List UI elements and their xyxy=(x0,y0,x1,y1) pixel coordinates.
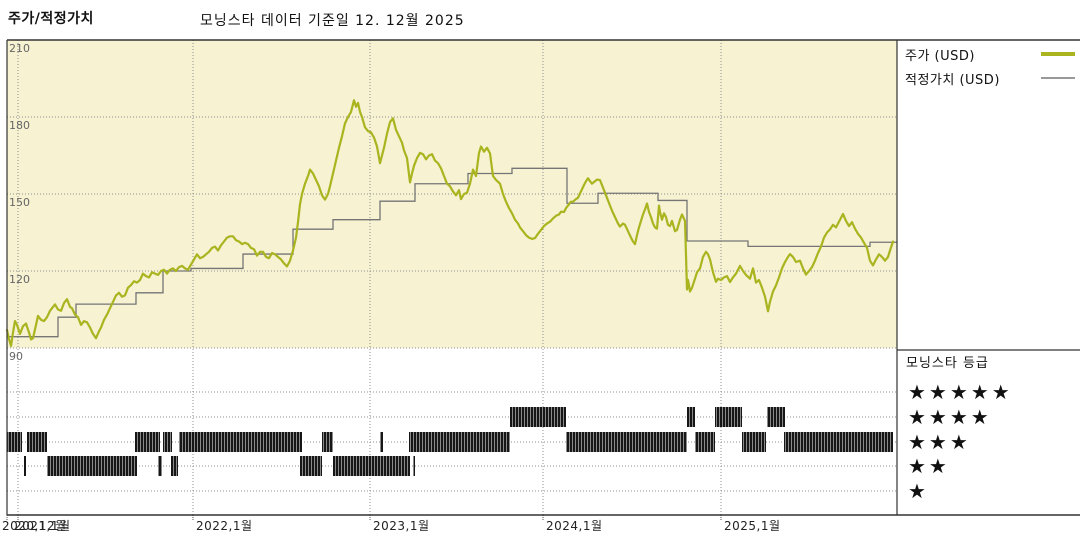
rating-2-stars: ★★ xyxy=(908,454,950,478)
x-axis-tick-label: 2023,1월 xyxy=(373,519,430,533)
rating-5-stars: ★★★★★ xyxy=(908,380,1013,404)
fair-value-line-swatch xyxy=(1041,77,1075,79)
y-axis-tick-label: 90 xyxy=(9,350,23,363)
x-axis-tick-label: 2022,1월 xyxy=(196,519,253,533)
y-axis-tick-label: 120 xyxy=(9,273,30,286)
legend-item-fair-value: 적정가치 (USD) xyxy=(905,66,1075,90)
y-axis-tick-label: 150 xyxy=(9,196,30,209)
x-axis-tick-label: 2024,1월 xyxy=(546,519,603,533)
x-axis-tick-label: 2025,1월 xyxy=(724,519,781,533)
morningstar-rating-legend: 모닝스타 등급 ★★★★★ ★★★★ ★★★ ★★ ★ xyxy=(906,352,1076,503)
price-line-swatch xyxy=(1041,52,1075,56)
y-axis-tick-label: 210 xyxy=(9,42,30,55)
rating-1-star: ★ xyxy=(908,479,929,503)
rating-legend-title: 모닝스타 등급 xyxy=(906,356,989,371)
rating-3-stars: ★★★ xyxy=(908,430,971,454)
legend-fair-value-label: 적정가치 (USD) xyxy=(905,72,1000,88)
page-title: 주가/적정가치 xyxy=(8,11,94,27)
chart-legend: 주가 (USD) 적정가치 (USD) xyxy=(905,42,1075,90)
y-axis-tick-label: 180 xyxy=(9,119,30,132)
data-as-of-subtitle: 모닝스타 데이터 기준일 12. 12월 2025 xyxy=(200,13,465,29)
legend-price-label: 주가 (USD) xyxy=(905,48,975,64)
x-axis-tick-label: 2021,1월 xyxy=(14,519,71,533)
legend-item-price: 주가 (USD) xyxy=(905,42,1075,66)
x-axis-tick-label: 2020,12월 xyxy=(2,519,67,533)
rating-4-stars: ★★★★ xyxy=(908,405,992,429)
